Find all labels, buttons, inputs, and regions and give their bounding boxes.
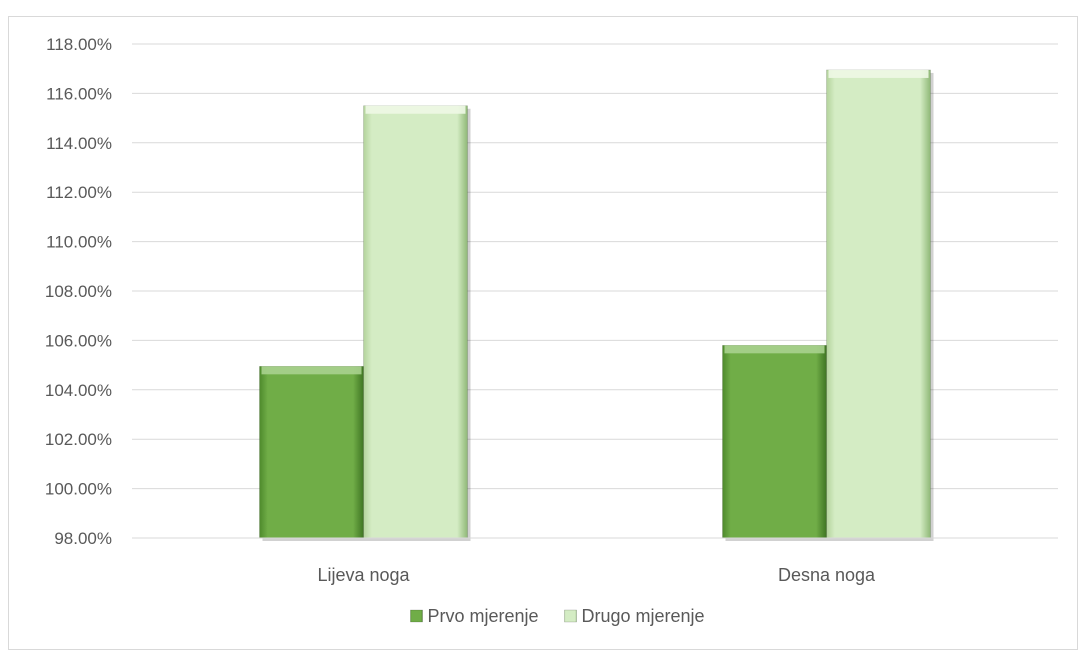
bar-drugo-mjerenje [826,69,931,539]
y-tick-label: 102.00% [45,430,112,449]
bar-bevel [261,366,362,375]
y-tick-label: 114.00% [46,134,112,153]
y-tick-label: 106.00% [45,331,112,350]
bar-bevel [365,105,466,114]
legend-label: Drugo mjerenje [582,606,705,626]
y-axis-ticks: 98.00% 100.00% 102.00% 104.00% 106.00% 108.00… [45,35,112,548]
legend: Prvo mjerenje Drugo mjerenje [410,606,705,626]
y-tick-label: 98.00% [54,529,112,548]
y-tick-label: 118.00% [46,35,112,54]
y-tick-label: 104.00% [45,381,112,400]
x-axis-labels: Lijeva noga Desna noga [317,565,876,585]
y-tick-label: 100.00% [45,480,112,499]
bar-bevel [724,345,825,354]
bar-bevel [828,69,929,78]
bar-prvo-mjerenje [259,366,364,539]
category-label: Lijeva noga [317,565,410,585]
category-label: Desna noga [778,565,876,585]
legend-swatch [410,609,423,623]
legend-label: Prvo mjerenje [428,606,539,626]
bar-drugo-mjerenje [363,105,468,539]
legend-swatch [564,609,577,623]
bars [259,69,934,541]
y-tick-label: 112.00% [46,183,112,202]
y-tick-label: 116.00% [46,84,112,103]
bar-prvo-mjerenje [722,345,827,539]
y-tick-label: 108.00% [45,282,112,301]
y-tick-label: 110.00% [46,233,112,252]
